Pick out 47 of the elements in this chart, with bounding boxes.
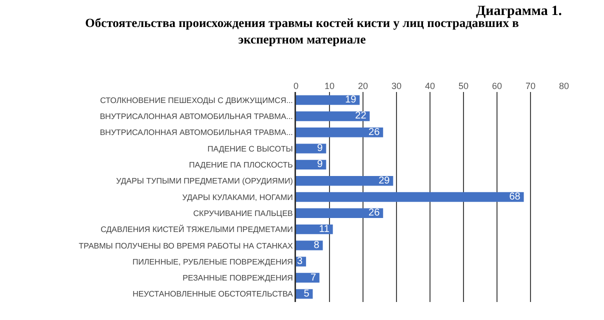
bar [296,128,384,138]
data-label: 8 [314,240,320,251]
y-tick-label: ВНУТРИСАЛОННАЯ АВТОМОБИЛЬНАЯ ТРАВМА... [100,128,293,138]
bar [296,272,320,283]
data-label: 3 [297,256,304,268]
y-tick-label: ПИЛЕННЫЕ, РУБЛЕНЫЕ ПОВРЕЖДЕНИЯ [132,257,294,266]
bar [296,289,313,299]
y-tick-label: НЕУСТАНОВЛЕННЫЕ ОБСТОЯТЕЛЬСТВА [132,290,294,299]
y-tick-label: СКРУЧИВАНИЕ ПАЛЬЦЕВ [193,208,293,218]
bar [296,111,370,122]
data-label: 5 [304,288,310,300]
bar [296,240,323,250]
x-tick-label: 10 [324,81,335,92]
data-label: 7 [310,272,316,284]
y-tick-label: ПАДЕНИЕ ПА ПЛОСКОСТЬ [188,160,293,170]
x-tick-label: 70 [525,81,536,92]
bar [296,176,394,186]
text: Диаграмма 1. [476,4,562,19]
data-label: 9 [317,159,324,170]
x-tick-label: 40 [424,81,436,92]
y-tick-label: УДАРЫ КУЛАКАМИ, НОГАМИ [182,192,294,202]
data-label: 19 [345,94,357,106]
x-tick-label: 0 [293,81,299,92]
y-tick-label: СТОЛКНОВЕНИЕ ПЕШЕХОДЫ С ДВИЖУЩИМСЯ... [100,96,293,105]
bar [296,192,524,202]
x-tick-label: 50 [458,81,469,92]
y-tick-label: ПАДЕНИЕ С ВЫСОТЫ [207,144,293,154]
data-label: 11 [319,224,330,235]
bar [296,224,333,234]
x-tick-label: 30 [391,81,402,92]
bar [296,95,360,105]
data-label: 29 [378,175,390,186]
y-tick-label: ТРАВМЫ ПОЛУЧЕНЫ ВО ВРЕМЯ РАБОТЫ НА СТАНКАХ [78,241,294,250]
bar [296,208,384,218]
y-tick-label: ВНУТРИСАЛОННАЯ АВТОМОБИЛЬНАЯ ТРАВМА... [100,112,293,122]
x-tick-label: 60 [492,81,502,92]
bar [296,144,326,154]
y-tick-label: РЕЗАННЫЕ ПОВРЕЖДЕНИЯ [182,274,294,283]
x-tick-label: 80 [558,81,570,92]
data-label: 68 [509,192,521,202]
data-label: 26 [368,208,380,219]
y-tick-label: СДАВЛЕНИЯ КИСТЕЙ ТЯЖЕЛЫМИ ПРЕДМЕТАМИ [100,224,294,234]
y-tick-label: УДАРЫ ТУПЫМИ ПРЕДМЕТАМИ (ОРУДИЯМИ) [116,176,294,186]
data-label: 9 [317,143,324,154]
data-label: 26 [368,126,380,138]
x-tick-label: 20 [358,81,368,92]
data-label: 22 [355,110,367,122]
